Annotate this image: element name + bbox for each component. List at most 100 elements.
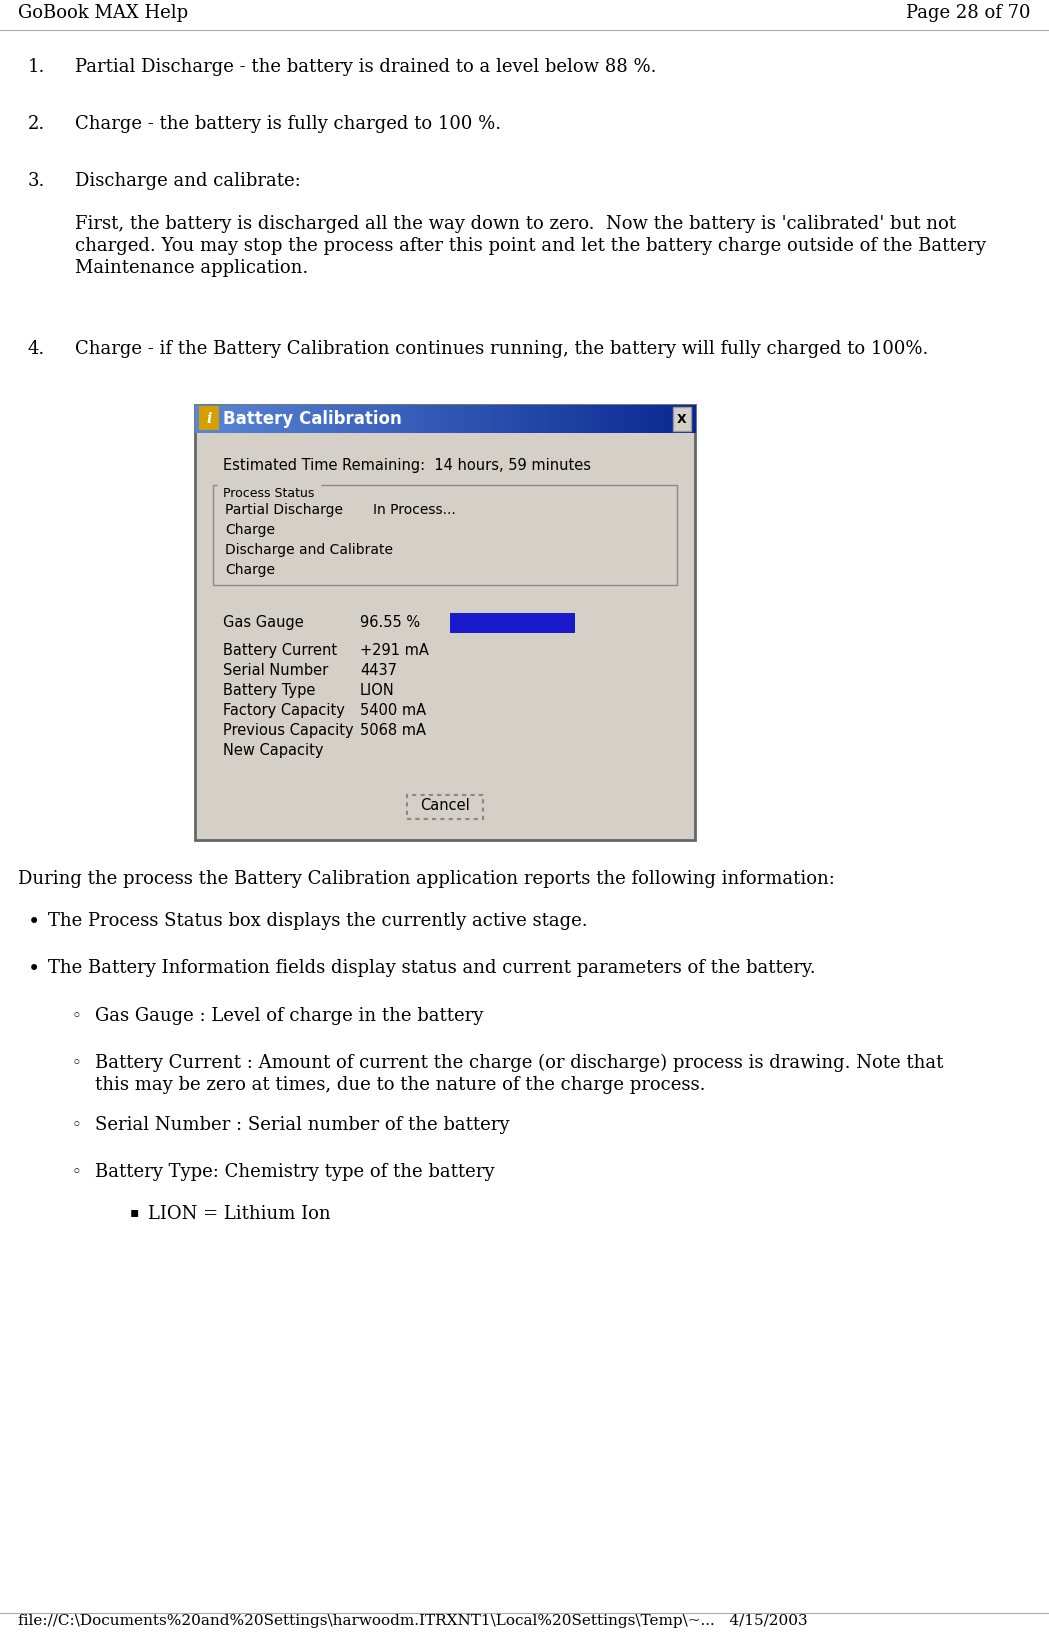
Text: 96.55 %: 96.55 %	[360, 616, 421, 631]
Text: Discharge and calibrate:: Discharge and calibrate:	[74, 172, 301, 190]
Bar	[485, 406, 491, 433]
Bar	[355, 406, 361, 433]
Text: this may be zero at times, due to the nature of the charge process.: this may be zero at times, due to the na…	[95, 1076, 706, 1094]
Bar	[620, 406, 626, 433]
Bar	[340, 406, 346, 433]
Bar	[650, 406, 656, 433]
Text: Battery Calibration: Battery Calibration	[223, 410, 402, 429]
Text: ◦: ◦	[72, 1007, 82, 1025]
Bar	[255, 406, 261, 433]
Bar	[385, 406, 391, 433]
Bar	[395, 406, 401, 433]
Text: 2.: 2.	[28, 115, 45, 133]
Bar	[374, 406, 381, 433]
Bar	[530, 406, 536, 433]
Bar	[685, 406, 691, 433]
Bar	[470, 406, 476, 433]
Bar	[235, 406, 241, 433]
Text: Battery Current: Battery Current	[223, 644, 337, 658]
Bar	[325, 406, 331, 433]
Bar	[195, 406, 695, 841]
Bar	[400, 406, 406, 433]
Text: Maintenance application.: Maintenance application.	[74, 259, 308, 277]
Bar	[535, 406, 541, 433]
Bar	[580, 406, 586, 433]
Bar	[585, 406, 591, 433]
Bar	[675, 406, 681, 433]
Text: New Capacity: New Capacity	[223, 742, 323, 759]
Text: Battery Type: Chemistry type of the battery: Battery Type: Chemistry type of the batt…	[95, 1163, 494, 1181]
Text: ◦: ◦	[72, 1163, 82, 1181]
Text: Factory Capacity: Factory Capacity	[223, 703, 345, 718]
Bar	[195, 406, 201, 433]
Bar	[320, 406, 326, 433]
Bar	[625, 406, 631, 433]
Bar	[345, 406, 351, 433]
Bar	[213, 484, 677, 585]
Bar	[365, 406, 371, 433]
Bar	[260, 406, 266, 433]
Bar	[240, 406, 247, 433]
Bar	[605, 406, 611, 433]
Text: Estimated Time Remaining:  14 hours, 59 minutes: Estimated Time Remaining: 14 hours, 59 m…	[223, 458, 591, 473]
Text: Page 28 of 70: Page 28 of 70	[906, 3, 1031, 21]
Text: Battery Type: Battery Type	[223, 683, 316, 698]
Bar	[490, 406, 496, 433]
Text: Gas Gauge : Level of charge in the battery: Gas Gauge : Level of charge in the batte…	[95, 1007, 484, 1025]
Bar	[565, 406, 571, 433]
Text: First, the battery is discharged all the way down to zero.  Now the battery is ': First, the battery is discharged all the…	[74, 215, 956, 233]
Bar	[210, 406, 216, 433]
Bar	[380, 406, 386, 433]
Text: •: •	[28, 959, 40, 979]
Text: During the process the Battery Calibration application reports the following inf: During the process the Battery Calibrati…	[18, 870, 835, 888]
Bar	[480, 406, 486, 433]
Text: Serial Number: Serial Number	[223, 663, 328, 678]
Text: Battery Current : Amount of current the charge (or discharge) process is drawing: Battery Current : Amount of current the …	[95, 1054, 943, 1072]
Bar	[265, 406, 271, 433]
Text: •: •	[28, 911, 40, 933]
Bar	[250, 406, 256, 433]
Text: file://C:\Documents%20and%20Settings\harwoodm.ITRXNT1\Local%20Settings\Temp\~...: file://C:\Documents%20and%20Settings\har…	[18, 1614, 808, 1627]
Bar	[295, 406, 301, 433]
Bar	[420, 406, 426, 433]
Bar	[690, 406, 695, 433]
Text: In Process...: In Process...	[373, 502, 455, 517]
Bar	[550, 406, 556, 433]
Bar	[425, 406, 431, 433]
Text: charged. You may stop the process after this point and let the battery charge ou: charged. You may stop the process after …	[74, 236, 986, 255]
Bar	[390, 406, 397, 433]
Bar	[200, 406, 206, 433]
Text: i: i	[207, 412, 212, 425]
Bar	[635, 406, 641, 433]
Bar	[570, 406, 576, 433]
Bar	[350, 406, 356, 433]
Bar	[450, 406, 456, 433]
Bar	[300, 406, 306, 433]
Text: 5400 mA: 5400 mA	[360, 703, 426, 718]
Text: ◦: ◦	[72, 1054, 82, 1072]
Bar	[540, 406, 545, 433]
Bar	[665, 406, 671, 433]
Bar	[495, 406, 501, 433]
Bar	[305, 406, 311, 433]
Text: 1.: 1.	[28, 57, 45, 76]
Bar	[230, 406, 236, 433]
Text: Charge: Charge	[224, 524, 275, 537]
Text: Process Status: Process Status	[223, 488, 315, 501]
Bar	[515, 406, 521, 433]
Bar	[275, 406, 281, 433]
Bar	[660, 406, 666, 433]
Bar	[475, 406, 481, 433]
Bar	[611, 406, 616, 433]
Bar	[670, 406, 676, 433]
Bar	[407, 795, 483, 819]
Bar	[575, 406, 581, 433]
Bar	[224, 406, 231, 433]
Text: Partial Discharge - the battery is drained to a level below 88 %.: Partial Discharge - the battery is drain…	[74, 57, 657, 76]
Bar	[600, 406, 606, 433]
Bar	[410, 406, 416, 433]
Bar	[505, 406, 511, 433]
Bar	[370, 406, 376, 433]
Bar	[455, 406, 461, 433]
Bar	[221, 479, 311, 493]
